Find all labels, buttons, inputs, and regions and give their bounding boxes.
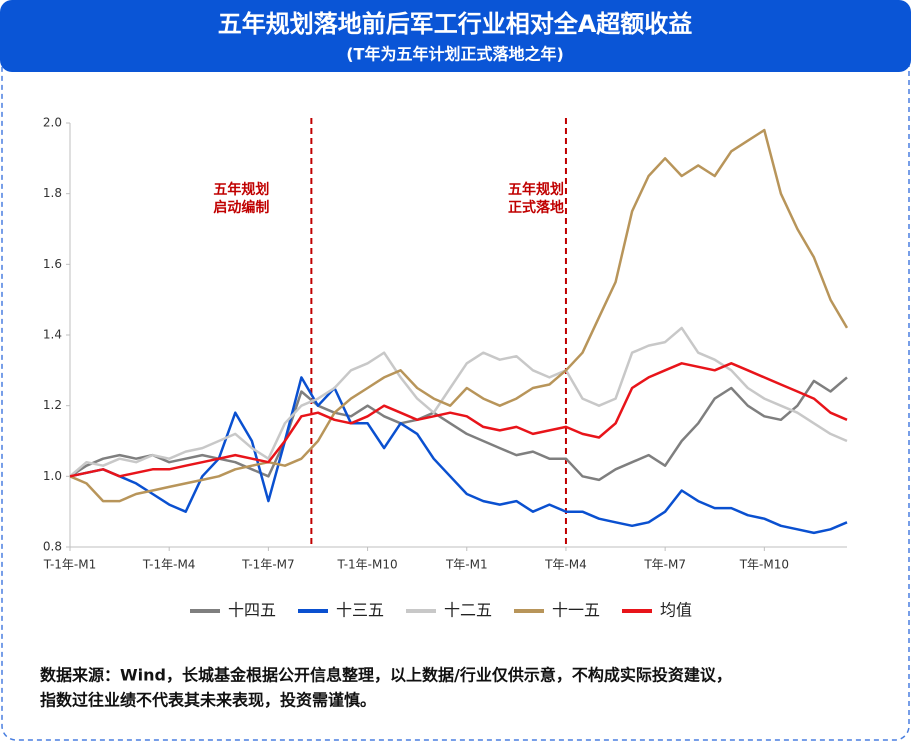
y-tick-label: 1.2 [43,398,62,412]
source-line: 数据来源：Wind，长城基金根据公开信息整理，以上数据/行业仅供示意，不构成实际… [40,666,732,685]
event-label: 五年规划 [213,181,269,198]
series-line [69,376,848,482]
event-label: 启动编制 [213,199,269,216]
y-tick-label: 1.6 [43,257,62,271]
legend-label: 十二五 [444,601,492,620]
x-tick-label: T年-M7 [643,558,686,572]
event-label: 五年规划 [508,181,564,198]
legend-label: 均值 [660,601,692,620]
x-tick-label: T年-M4 [544,558,587,572]
x-tick-label: T年-M1 [445,558,488,572]
series-line [69,376,848,535]
legend-label: 十一五 [552,601,600,620]
y-tick-label: 1.8 [43,186,62,200]
frame [1,39,910,741]
header [0,0,911,72]
x-tick-label: T-1年-M1 [43,558,97,572]
y-tick-label: 2.0 [43,116,62,130]
event-label: 正式落地 [508,199,564,216]
y-tick-label: 0.8 [43,540,62,554]
x-tick-label: T-1年-M10 [336,558,397,572]
series-line [69,362,848,478]
chart-title: 五年规划落地前后军工行业相对全A超额收益 [218,10,693,38]
source-line: 指数过往业绩不代表其未来表现，投资需谨慎。 [40,691,376,710]
series-line [69,128,849,503]
x-tick-label: T-1年-M7 [241,558,295,572]
y-tick-label: 1.4 [43,328,62,342]
x-tick-label: T-1年-M4 [142,558,196,572]
legend-label: 十四五 [228,601,276,620]
legend-label: 十三五 [336,601,384,620]
x-tick-label: T年-M10 [739,558,789,572]
series-line [69,326,848,478]
y-tick-label: 1.0 [43,469,62,483]
chart-subtitle: (T年为五年计划正式落地之年) [346,45,564,64]
